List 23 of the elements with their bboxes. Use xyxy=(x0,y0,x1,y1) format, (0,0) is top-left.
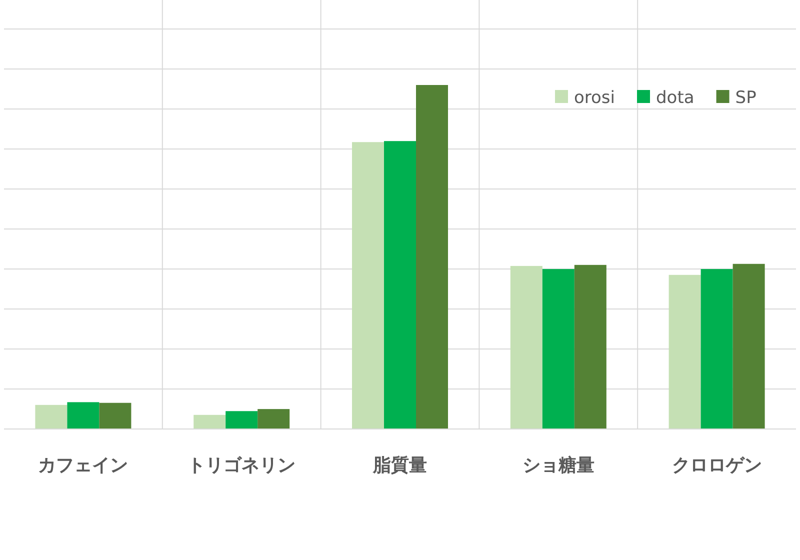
bar xyxy=(416,85,448,429)
legend-label: dota xyxy=(656,88,694,108)
legend-label: orosi xyxy=(574,88,615,108)
bar xyxy=(194,414,226,429)
bar xyxy=(35,404,68,429)
bar xyxy=(226,411,258,429)
legend-label: SP xyxy=(735,88,756,108)
bar xyxy=(384,141,416,429)
bar xyxy=(352,142,384,429)
bar xyxy=(732,264,765,429)
x-tick-label: ショ糖量 xyxy=(522,455,594,476)
bar xyxy=(574,264,606,429)
bar xyxy=(99,402,132,429)
bar xyxy=(258,409,290,429)
x-tick-label: 脂質量 xyxy=(372,455,427,476)
x-tick-label: クロロゲン xyxy=(672,455,762,476)
x-tick-label: カフェイン xyxy=(38,455,128,476)
bar xyxy=(542,269,574,429)
bar xyxy=(668,274,701,429)
bar xyxy=(700,269,733,429)
bar xyxy=(67,402,100,429)
x-tick-label: トリゴネリン xyxy=(188,455,296,476)
bar xyxy=(510,266,542,429)
